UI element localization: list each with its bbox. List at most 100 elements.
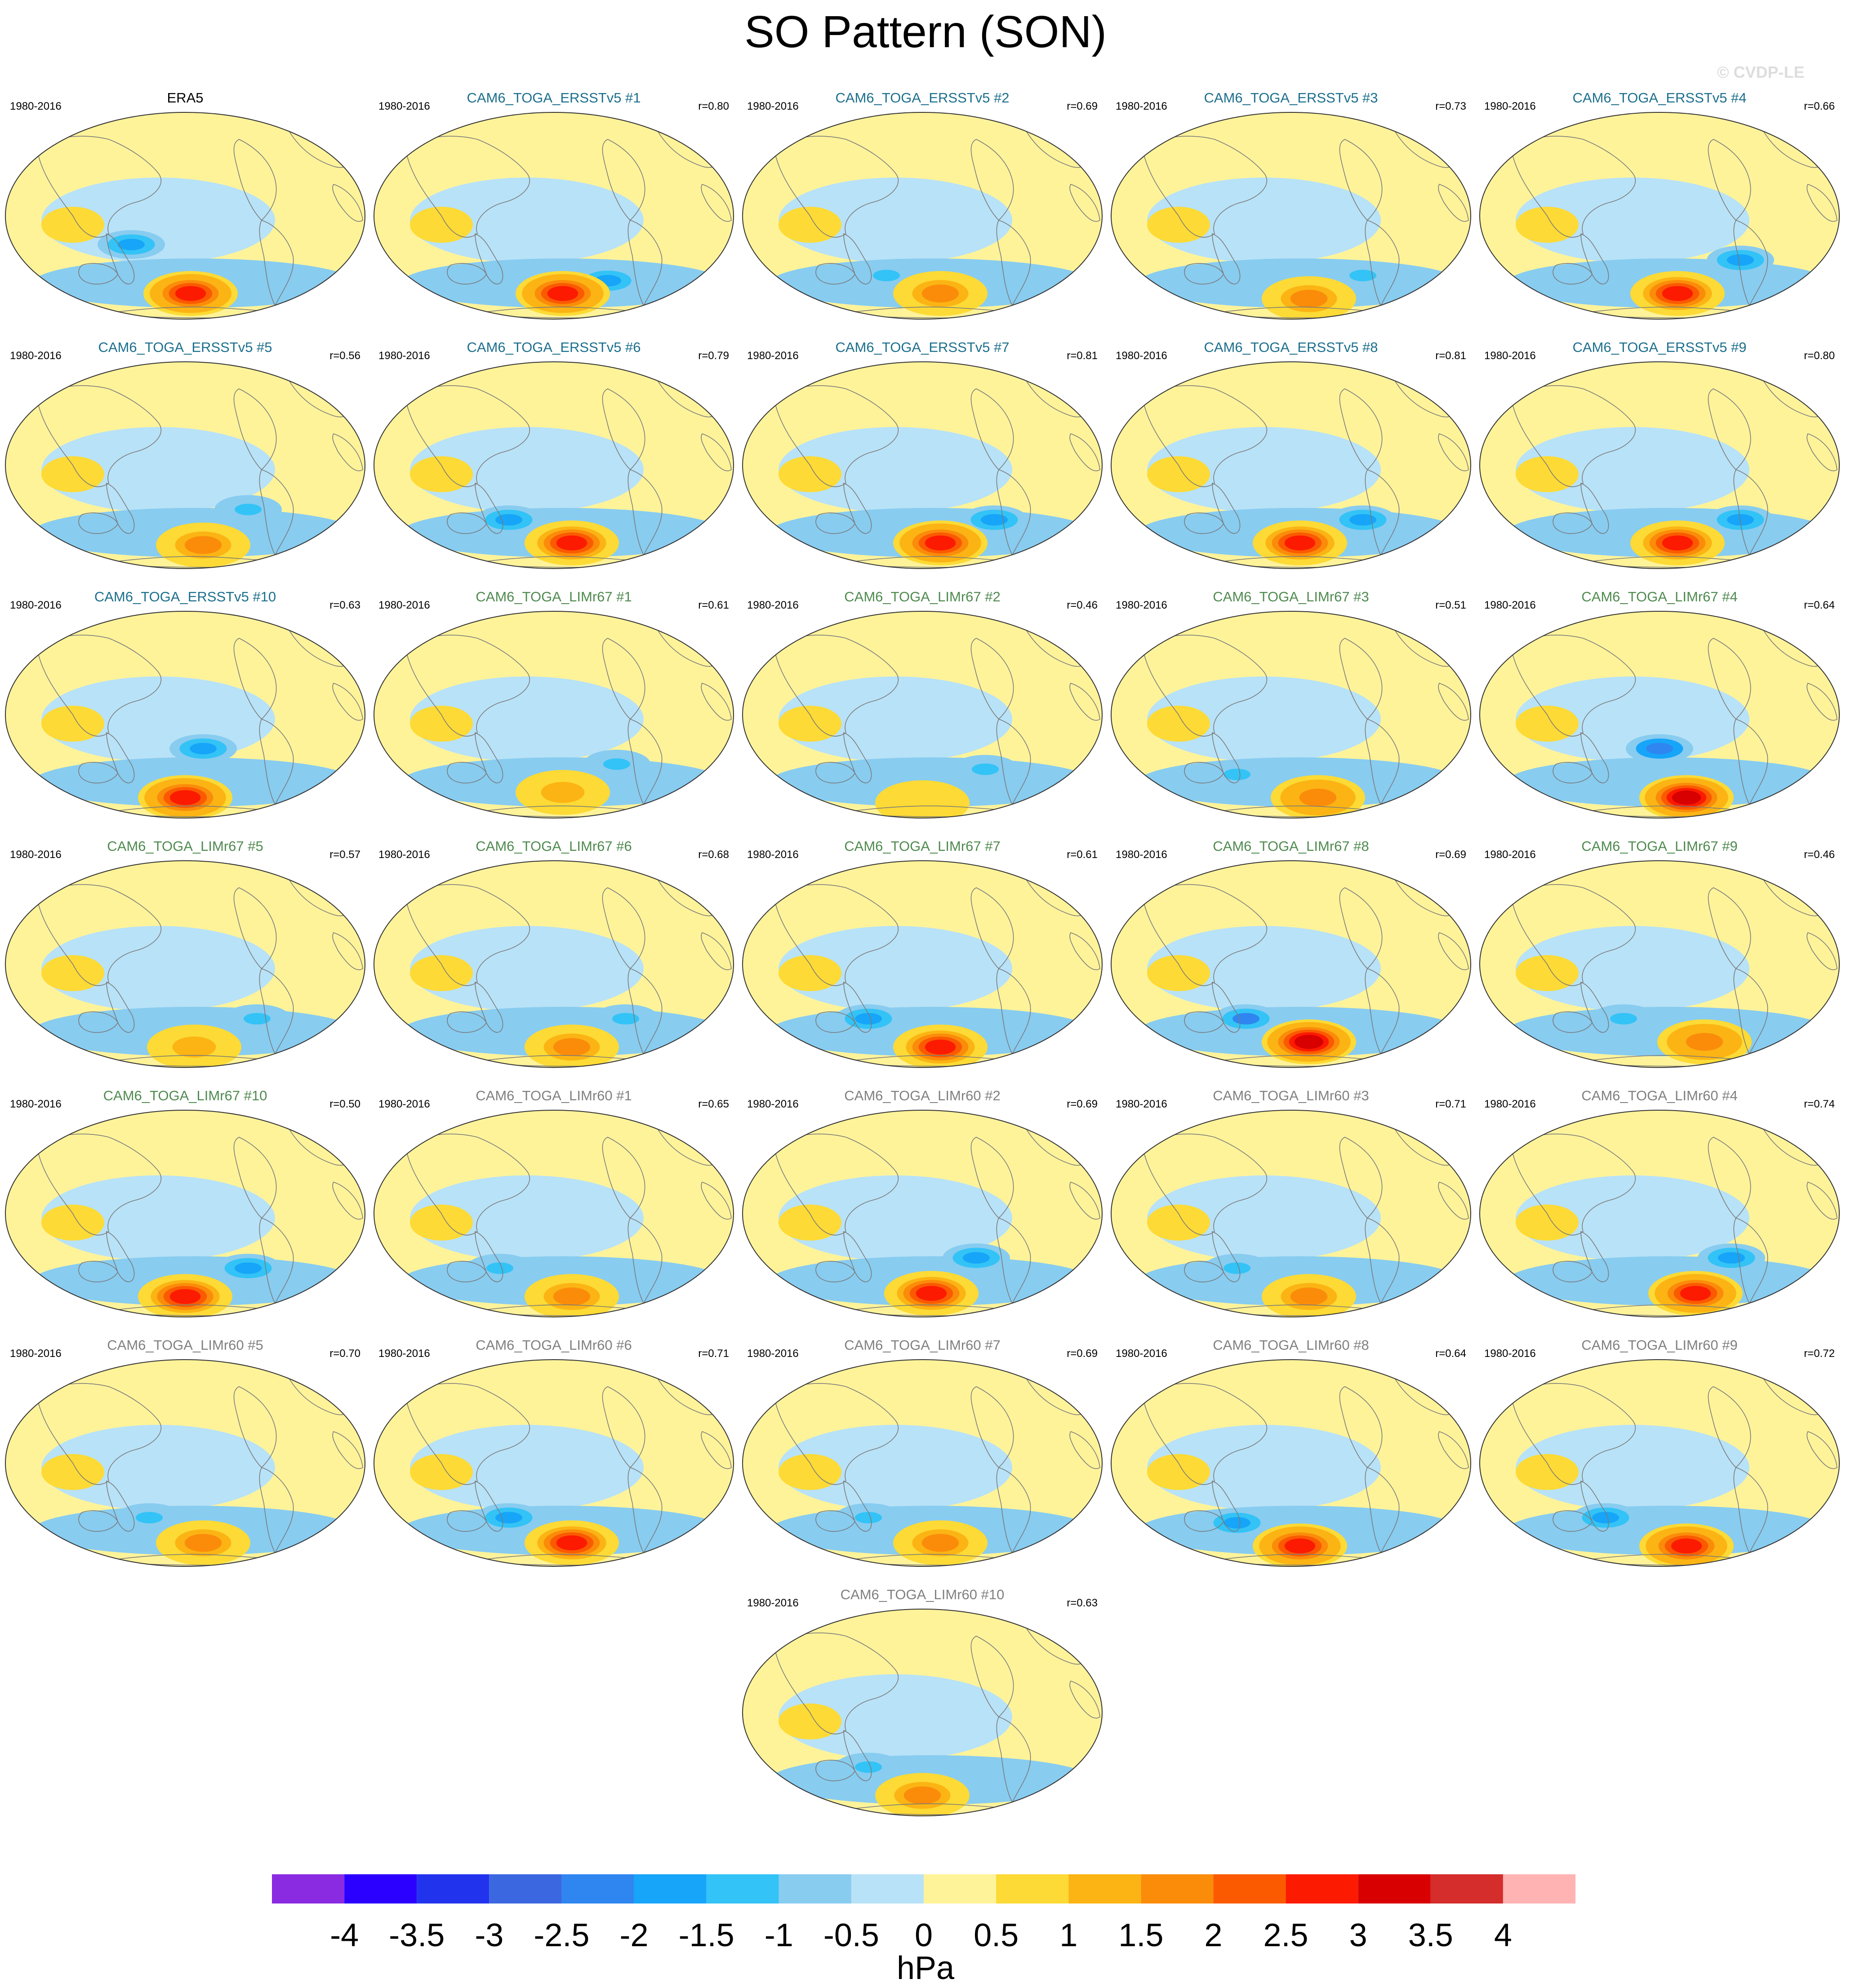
negative-belt	[1516, 1175, 1749, 1261]
coastline	[1807, 1431, 1838, 1469]
panel-period: 1980-2016	[1116, 350, 1167, 362]
panel-period: 1980-2016	[378, 1348, 430, 1360]
panel-title: CAM6_TOGA_LIMr67 #2	[844, 589, 1000, 605]
panel-period: 1980-2016	[747, 1098, 799, 1110]
panel-l677: CAM6_TOGA_LIMr67 #7 1980-2016 r=0.61	[742, 838, 1103, 1068]
coastline	[447, 1011, 487, 1033]
coastline	[1142, 1134, 1267, 1236]
negative-belt	[41, 1175, 275, 1261]
negative-center	[1610, 1013, 1637, 1025]
globe-map	[5, 861, 365, 1067]
panel-period: 1980-2016	[1484, 1098, 1536, 1110]
coastline	[1580, 1231, 1609, 1282]
coastline	[1069, 433, 1100, 471]
positive-center	[547, 286, 578, 301]
globe-outline	[742, 112, 1103, 320]
coastline	[405, 635, 530, 737]
panel-l607: CAM6_TOGA_LIMr60 #7 1980-2016 r=0.69	[742, 1337, 1103, 1567]
globe-outline	[374, 1110, 734, 1317]
panel-period: 1980-2016	[10, 1348, 62, 1360]
panel-correlation: r=0.79	[698, 350, 729, 362]
panel-correlation: r=0.65	[698, 1098, 729, 1110]
negative-belt	[410, 1175, 644, 1261]
coastline	[1438, 1431, 1469, 1469]
coastline	[1438, 433, 1469, 471]
coastline	[1553, 762, 1593, 783]
colorbar: -4 -3.5 -3 -2.5 -2 -1.5 -1 -0.5 0 0.5 1 1.5 2 2.5 3 3.5…	[272, 1874, 1575, 1986]
coastline	[774, 635, 899, 737]
maritime-positive	[1147, 1454, 1210, 1490]
colorbar-tick-label: -3.5	[389, 1917, 445, 1953]
negative-center	[612, 1013, 639, 1025]
coastline	[1511, 1383, 1636, 1485]
panel-period: 1980-2016	[747, 100, 799, 112]
coastline	[332, 932, 363, 970]
negative-belt	[779, 676, 1012, 762]
globe-outline	[1479, 361, 1840, 569]
negative-center	[963, 1252, 990, 1264]
globe-map	[1111, 112, 1471, 319]
panel-period: 1980-2016	[1484, 350, 1536, 362]
globe-outline	[1111, 860, 1471, 1068]
maritime-positive	[779, 207, 841, 243]
maritime-positive	[1147, 706, 1210, 742]
coastline	[1142, 136, 1267, 238]
globe-map	[5, 112, 365, 319]
panel-title: CAM6_TOGA_LIMr60 #6	[476, 1337, 632, 1353]
globe-map	[5, 611, 365, 818]
panel-period: 1980-2016	[747, 599, 799, 611]
coastline	[405, 136, 530, 238]
coastline	[1553, 1011, 1593, 1033]
colorbar-swatch	[1286, 1874, 1358, 1903]
panel-period: 1980-2016	[1116, 1348, 1167, 1360]
panel-correlation: r=0.57	[329, 849, 360, 861]
panel-correlation: r=0.56	[329, 350, 360, 362]
colorbar-swatch	[489, 1874, 562, 1903]
colorbar-swatch	[924, 1874, 997, 1903]
panel-title: CAM6_TOGA_ERSSTv5 #9	[1572, 339, 1746, 355]
coastline	[332, 1431, 363, 1469]
coastline	[475, 482, 503, 534]
coastline	[1184, 762, 1224, 783]
coastline	[1807, 1182, 1838, 1220]
globe-outline	[1111, 361, 1471, 569]
panel-l606: CAM6_TOGA_LIMr60 #6 1980-2016 r=0.71	[374, 1337, 734, 1567]
panel-period: 1980-2016	[378, 1098, 430, 1110]
panel-correlation: r=0.80	[698, 100, 729, 112]
panel-title: CAM6_TOGA_LIMr60 #7	[844, 1337, 1000, 1353]
globe-outline	[742, 611, 1103, 818]
map-panels: ERA5 1980-2016 CAM6_TOGA_ERSSTv5 #1 1980-20…	[5, 90, 1840, 1816]
maritime-positive	[410, 1454, 473, 1490]
globe-map	[374, 112, 734, 319]
panel-period: 1980-2016	[10, 1098, 62, 1110]
coastline	[774, 1383, 899, 1485]
panel-period: 1980-2016	[747, 350, 799, 362]
panel-e2: CAM6_TOGA_ERSSTv5 #2 1980-2016 r=0.69	[742, 90, 1103, 320]
panel-l6010: CAM6_TOGA_LIMr60 #10 1980-2016 r=0.63	[742, 1587, 1103, 1816]
negative-center	[136, 1512, 163, 1524]
globe-outline	[5, 1359, 365, 1567]
panel-correlation: r=0.71	[698, 1348, 729, 1360]
globe-outline	[5, 860, 365, 1068]
coastline	[1212, 732, 1241, 783]
coastline	[1580, 233, 1609, 285]
coastline	[1438, 184, 1469, 222]
coastline	[774, 884, 899, 986]
negative-center	[972, 763, 999, 775]
coastline	[447, 1510, 487, 1532]
negative-center	[855, 1512, 882, 1524]
positive-center	[184, 536, 222, 554]
maritime-positive	[41, 456, 104, 492]
panel-l676: CAM6_TOGA_LIMr67 #6 1980-2016 r=0.68	[374, 838, 734, 1068]
coastline	[1553, 263, 1593, 285]
globe-map	[743, 1609, 1102, 1816]
panel-l6710: CAM6_TOGA_LIMr67 #10 1980-2016 r=0.50	[5, 1088, 365, 1317]
globe-map	[5, 1360, 365, 1566]
negative-center	[1646, 743, 1673, 755]
negative-belt	[779, 178, 1012, 263]
coastline	[78, 762, 118, 783]
negative-belt	[1147, 676, 1381, 762]
coastline	[1069, 1681, 1100, 1719]
coastline	[475, 1231, 503, 1282]
maritime-positive	[779, 706, 841, 742]
